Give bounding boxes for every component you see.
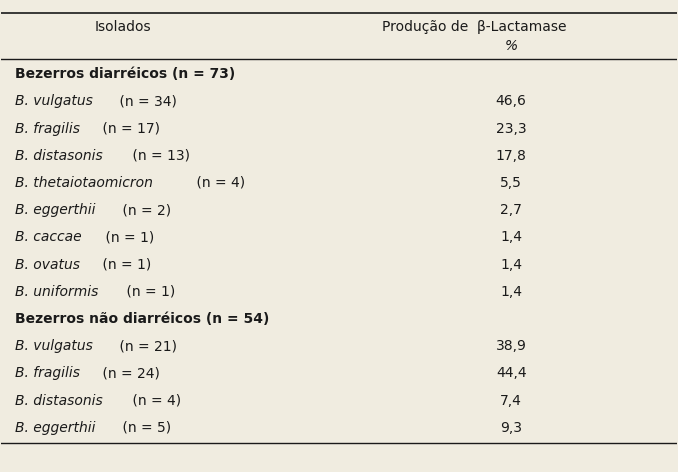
Text: 9,3: 9,3 [500,421,522,435]
Text: B. ovatus: B. ovatus [15,258,80,271]
Text: (n = 2): (n = 2) [119,203,172,217]
Text: B. eggerthii: B. eggerthii [15,421,96,435]
Text: 46,6: 46,6 [496,94,527,109]
Text: (n = 1): (n = 1) [122,285,176,299]
Text: (n = 34): (n = 34) [115,94,177,109]
Text: B. eggerthii: B. eggerthii [15,203,96,217]
Text: 1,4: 1,4 [500,285,522,299]
Text: 44,4: 44,4 [496,366,527,380]
Text: B. distasonis: B. distasonis [15,149,102,163]
Text: (n = 4): (n = 4) [127,394,181,408]
Text: B. fragilis: B. fragilis [15,122,80,135]
Text: (n = 24): (n = 24) [98,366,160,380]
Text: B. distasonis: B. distasonis [15,394,102,408]
Text: B. uniformis: B. uniformis [15,285,98,299]
Text: Bezerros não diarréicos (n = 54): Bezerros não diarréicos (n = 54) [15,312,269,326]
Text: B. vulgatus: B. vulgatus [15,94,93,109]
Text: (n = 21): (n = 21) [115,339,177,353]
Text: 23,3: 23,3 [496,122,527,135]
Text: (n = 17): (n = 17) [98,122,161,135]
Text: %: % [504,39,518,53]
Text: Isolados: Isolados [95,20,151,34]
Text: Bezerros diarréicos (n = 73): Bezerros diarréicos (n = 73) [15,67,235,81]
Text: 38,9: 38,9 [496,339,527,353]
Text: B. caccae: B. caccae [15,230,81,244]
Text: (n = 5): (n = 5) [119,421,172,435]
Text: (n = 4): (n = 4) [192,176,245,190]
Text: 5,5: 5,5 [500,176,522,190]
Text: 1,4: 1,4 [500,258,522,271]
Text: B. fragilis: B. fragilis [15,366,80,380]
Text: B. vulgatus: B. vulgatus [15,339,93,353]
Text: Produção de  β-Lactamase: Produção de β-Lactamase [382,20,566,34]
Text: 7,4: 7,4 [500,394,522,408]
Text: 17,8: 17,8 [496,149,527,163]
Text: 1,4: 1,4 [500,230,522,244]
Text: B. thetaiotaomicron: B. thetaiotaomicron [15,176,153,190]
Text: (n = 1): (n = 1) [98,258,152,271]
Text: (n = 1): (n = 1) [100,230,154,244]
Text: (n = 13): (n = 13) [127,149,190,163]
Text: 2,7: 2,7 [500,203,522,217]
